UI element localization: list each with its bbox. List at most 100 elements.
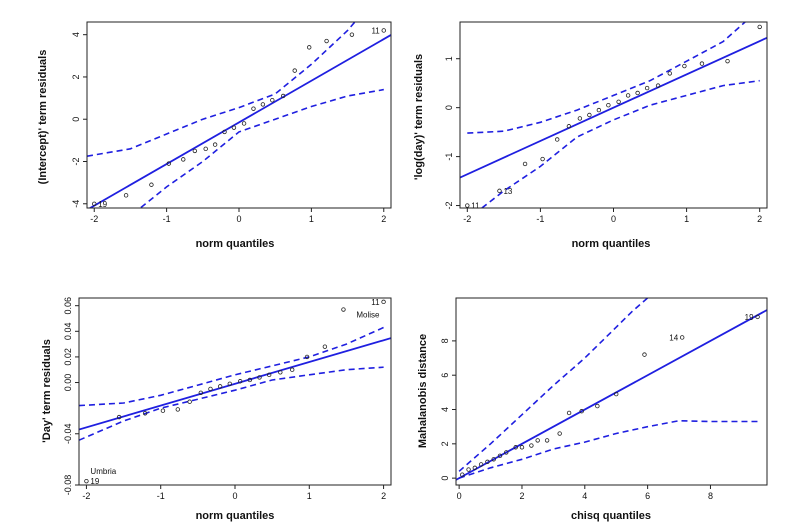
data-point — [667, 71, 672, 76]
data-point — [587, 112, 592, 118]
y-tick-label: -4 — [71, 200, 81, 208]
data-point — [519, 445, 525, 450]
plot-frame — [455, 297, 768, 486]
reference-line — [456, 309, 767, 481]
data-point — [577, 116, 583, 121]
x-tick-label: 0 — [232, 491, 237, 501]
data-point — [472, 465, 478, 471]
data-point — [682, 63, 687, 69]
reference-line — [460, 36, 767, 179]
data-point — [322, 344, 328, 349]
data-point — [84, 478, 89, 484]
plot-frame — [86, 21, 392, 209]
data-point — [625, 93, 631, 98]
data-point — [324, 38, 329, 44]
data-point — [257, 375, 262, 380]
point-label: 11 — [471, 202, 480, 211]
y-axis-label: (Intercept)' term residuals — [37, 50, 49, 185]
y-tick-label: -0.04 — [63, 424, 73, 445]
point-label: 13 — [503, 187, 512, 196]
data-point — [596, 107, 602, 113]
data-point — [644, 85, 650, 91]
data-point — [116, 414, 122, 420]
plot-area — [79, 299, 391, 484]
x-tick-label: -1 — [157, 491, 165, 501]
x-tick-label: -1 — [536, 214, 544, 224]
data-point — [212, 142, 218, 147]
data-point — [208, 386, 213, 392]
data-point — [635, 90, 640, 96]
data-point — [616, 99, 621, 104]
plot-frame — [459, 21, 768, 209]
envelope-upper-line — [467, 22, 746, 134]
y-tick-label: 8 — [440, 338, 450, 343]
x-tick-label: -2 — [82, 491, 90, 501]
plot-frame — [78, 297, 392, 486]
data-point — [465, 203, 470, 208]
envelope-lower-line — [139, 88, 384, 208]
data-point — [203, 146, 208, 152]
data-point — [187, 399, 192, 404]
data-point — [241, 121, 247, 126]
point-label: Molise — [356, 311, 380, 320]
data-point — [544, 438, 550, 443]
x-tick-label: 1 — [684, 214, 689, 224]
point-label: 19 — [90, 477, 99, 486]
data-point — [478, 462, 484, 467]
data-point — [198, 390, 204, 395]
envelope-lower-line — [481, 79, 760, 208]
y-tick-label: 2 — [71, 74, 81, 79]
y-tick-label: -0.08 — [63, 475, 73, 496]
data-point — [149, 182, 154, 187]
y-tick-label: 4 — [440, 407, 450, 412]
data-point — [160, 408, 166, 413]
point-label: 19 — [98, 200, 107, 209]
data-point — [307, 45, 312, 50]
data-point — [606, 103, 611, 108]
y-tick-label: -1 — [444, 153, 454, 161]
data-point — [529, 443, 534, 448]
data-point — [270, 98, 275, 103]
y-tick-label: 0.00 — [63, 374, 73, 392]
data-point — [304, 354, 310, 360]
data-point — [290, 367, 295, 372]
data-point — [460, 472, 465, 477]
y-tick-label: -2 — [444, 202, 454, 210]
data-point — [513, 445, 518, 450]
data-point — [725, 58, 730, 64]
x-tick-label: 2 — [381, 214, 386, 224]
x-tick-label: -2 — [90, 214, 98, 224]
data-point — [222, 129, 227, 135]
y-tick-label: 1 — [444, 56, 454, 61]
data-point — [227, 381, 232, 387]
data-point — [655, 83, 661, 88]
data-point — [217, 384, 223, 389]
data-point — [92, 201, 97, 206]
data-point — [237, 379, 243, 384]
x-tick-label: -1 — [163, 214, 171, 224]
data-point — [595, 403, 600, 409]
envelope-upper-line — [458, 298, 649, 472]
data-point — [497, 188, 502, 194]
data-point — [247, 377, 253, 383]
data-point — [192, 148, 198, 154]
panel-day-residuals: norm quantiles 'Day' term residuals -2 -1… — [41, 297, 392, 522]
envelope-upper-line — [87, 22, 356, 157]
data-point — [557, 431, 562, 436]
point-label: 14 — [669, 333, 678, 342]
data-point — [579, 409, 584, 414]
x-axis-label: norm quantiles — [196, 510, 275, 522]
x-axis-label: chisq quantiles — [571, 510, 651, 522]
y-tick-label: 6 — [440, 373, 450, 378]
data-point — [381, 28, 386, 33]
data-point — [755, 314, 760, 320]
data-point — [504, 450, 509, 455]
point-label: 11 — [371, 26, 380, 35]
y-tick-label: 0 — [71, 117, 81, 122]
data-point — [142, 411, 148, 416]
data-point — [266, 372, 272, 378]
y-axis-label: Mahalanobis distance — [417, 334, 429, 448]
data-point — [251, 106, 256, 111]
y-tick-label: 0 — [444, 105, 454, 110]
panel-intercept-residuals: norm quantiles (Intercept)' term residua… — [37, 21, 392, 250]
